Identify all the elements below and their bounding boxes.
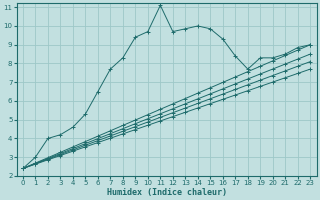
X-axis label: Humidex (Indice chaleur): Humidex (Indice chaleur)	[107, 188, 227, 197]
